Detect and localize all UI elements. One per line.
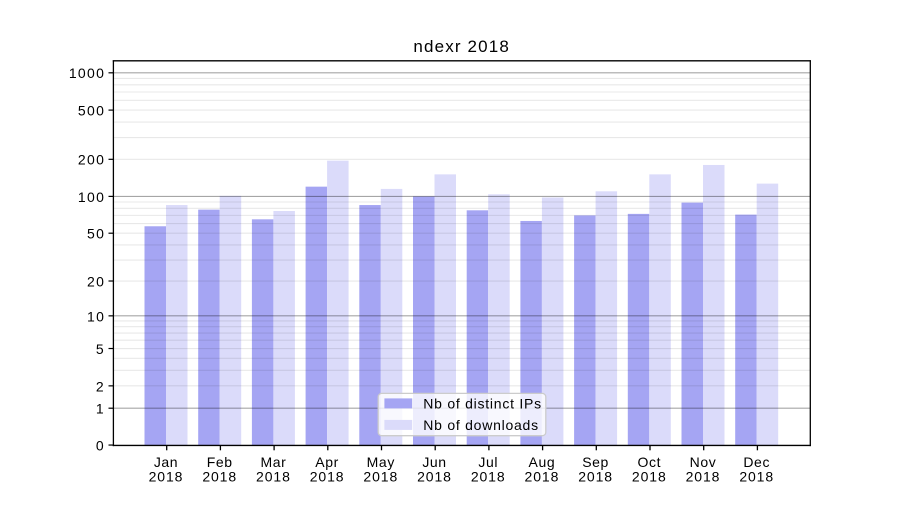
- svg-text:May: May: [367, 454, 395, 470]
- svg-text:Dec: Dec: [743, 454, 770, 470]
- svg-text:Mar: Mar: [260, 454, 286, 470]
- svg-text:Nov: Nov: [690, 454, 717, 470]
- svg-text:Jul: Jul: [478, 454, 498, 470]
- svg-text:10: 10: [87, 308, 105, 324]
- svg-text:2018: 2018: [632, 469, 667, 485]
- svg-text:2018: 2018: [578, 469, 613, 485]
- svg-text:Apr: Apr: [315, 454, 339, 470]
- svg-text:2018: 2018: [739, 469, 774, 485]
- svg-text:Feb: Feb: [207, 454, 233, 470]
- svg-text:ndexr 2018: ndexr 2018: [413, 37, 510, 56]
- svg-text:200: 200: [78, 152, 105, 168]
- svg-text:5: 5: [96, 341, 104, 357]
- svg-text:Aug: Aug: [529, 454, 556, 470]
- svg-text:2018: 2018: [149, 469, 184, 485]
- svg-text:2018: 2018: [686, 469, 721, 485]
- svg-text:2018: 2018: [202, 469, 237, 485]
- svg-text:2018: 2018: [417, 469, 452, 485]
- svg-text:0: 0: [96, 437, 104, 453]
- svg-text:500: 500: [78, 103, 105, 119]
- svg-text:Sep: Sep: [582, 454, 609, 470]
- svg-text:2018: 2018: [310, 469, 345, 485]
- svg-text:2018: 2018: [471, 469, 506, 485]
- svg-text:2: 2: [96, 378, 104, 394]
- svg-text:50: 50: [87, 226, 105, 242]
- svg-text:Oct: Oct: [638, 454, 662, 470]
- svg-text:Jan: Jan: [154, 454, 178, 470]
- svg-text:2018: 2018: [256, 469, 291, 485]
- svg-text:1000: 1000: [69, 65, 105, 81]
- svg-text:100: 100: [78, 189, 105, 205]
- svg-text:Jun: Jun: [422, 454, 446, 470]
- svg-text:20: 20: [87, 273, 105, 289]
- svg-text:2018: 2018: [363, 469, 398, 485]
- svg-text:Nb of distinct IPs: Nb of distinct IPs: [423, 395, 542, 411]
- svg-text:Nb of downloads: Nb of downloads: [423, 417, 539, 433]
- svg-text:2018: 2018: [525, 469, 560, 485]
- svg-text:1: 1: [96, 401, 104, 417]
